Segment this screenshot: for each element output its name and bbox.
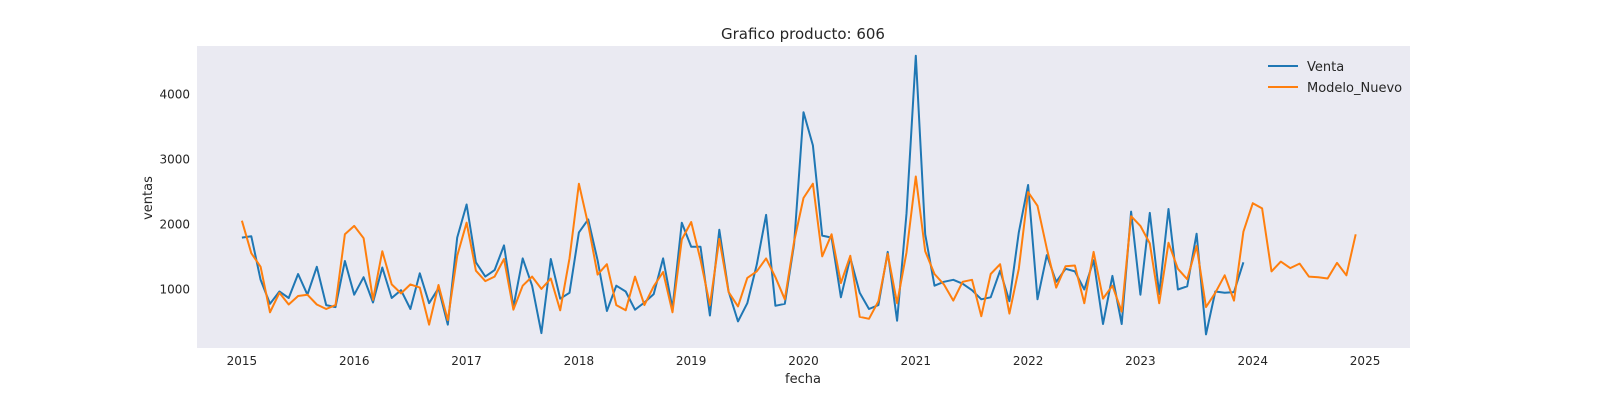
y-tick-label: 1000 (159, 283, 190, 297)
x-axis: 2015 2016 2017 2018 2019 2020 2021 2022 2023 2024… (227, 354, 1381, 368)
chart-title: Grafico producto: 606 (721, 25, 885, 43)
legend: Venta Modelo_Nuevo (1268, 60, 1402, 96)
y-tick-label: 3000 (159, 153, 190, 167)
x-tick-label: 2019 (676, 354, 707, 368)
legend-label: Modelo_Nuevo (1307, 81, 1402, 96)
y-tick-label: 4000 (159, 88, 190, 102)
x-tick-label: 2023 (1125, 354, 1156, 368)
x-tick-label: 2022 (1013, 354, 1044, 368)
y-axis-label: ventas (141, 176, 156, 220)
x-tick-label: 2024 (1237, 354, 1268, 368)
series-layer (240, 54, 1357, 336)
x-tick-label: 2020 (788, 354, 819, 368)
x-tick-label: 2015 (227, 354, 258, 368)
legend-label: Venta (1307, 60, 1344, 75)
series-line-2 (240, 175, 1357, 326)
x-axis-label: fecha (785, 372, 821, 387)
x-tick-label: 2021 (901, 354, 932, 368)
y-tick-label: 2000 (159, 218, 190, 232)
x-tick-label: 2017 (451, 354, 482, 368)
y-axis: 1000 2000 3000 4000 (159, 88, 190, 297)
x-tick-label: 2016 (339, 354, 370, 368)
x-tick-label: 2018 (564, 354, 595, 368)
x-tick-label: 2025 (1350, 354, 1381, 368)
